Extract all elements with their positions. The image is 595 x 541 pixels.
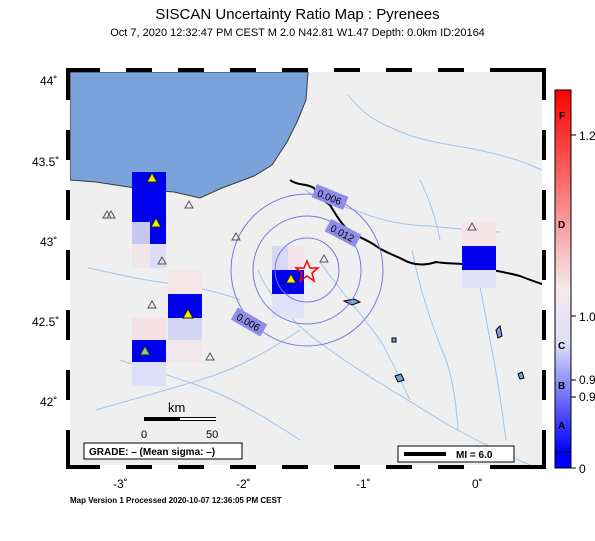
rivers [87, 94, 542, 465]
stations [102, 199, 477, 361]
grade-d: D [558, 220, 565, 231]
lon-label-0: 0˚ [472, 477, 483, 491]
grade-box [83, 442, 243, 460]
grade-c: C [558, 341, 565, 352]
colorbar: F D C B A 1.2 1.0 0.9 0.9 0 [554, 89, 595, 476]
grade-b: B [558, 381, 565, 392]
colorbar-tick-1-2: 1.2 [579, 129, 595, 143]
colorbar-tick-0-9a: 0.9 [579, 373, 595, 387]
frame-ticks [66, 68, 546, 469]
event-info: Oct 7, 2020 12:32:47 PM CEST M 2.0 N42.8… [110, 27, 485, 39]
lat-label-43: 43˚ [40, 235, 57, 249]
stations-used [139, 171, 297, 356]
processing-footer: Map Version 1 Processed 2020-10-07 12:36… [70, 496, 282, 505]
scale-label-50: 50 [206, 429, 218, 441]
mi-legend-label: MI = 6.0 [456, 450, 493, 461]
lon-label-minus1: -1˚ [356, 477, 371, 491]
sea [70, 72, 309, 199]
lat-label-42: 42˚ [40, 395, 57, 409]
mi-legend-box [397, 445, 515, 463]
map-title: SISCAN Uncertainty Ratio Map : Pyrenees [155, 6, 440, 23]
lat-label-44: 44˚ [40, 74, 57, 88]
ratio-grid [132, 172, 496, 386]
mi-legend-bar [404, 452, 446, 456]
epicenter-star [293, 259, 321, 283]
lat-label-43-5: 43.5˚ [32, 155, 59, 169]
scale-unit: km [168, 400, 185, 415]
colorbar-tick-0: 0 [579, 462, 586, 476]
lat-label-42-5: 42.5˚ [32, 315, 59, 329]
grade-text: GRADE: – (Mean sigma: –) [89, 447, 215, 458]
lon-label-minus3: -3˚ [113, 477, 128, 491]
colorbar-zero-swatch [554, 451, 572, 469]
lon-label-minus2: -2˚ [236, 477, 251, 491]
uncertainty-contours [230, 193, 384, 347]
colorbar-tick-1-0: 1.0 [579, 310, 595, 324]
grade-a: A [558, 421, 565, 432]
scale-label-0: 0 [141, 429, 147, 441]
reservoirs [342, 298, 525, 383]
grade-f: F [559, 111, 565, 122]
colorbar-tick-0-9b: 0.9 [579, 390, 595, 404]
